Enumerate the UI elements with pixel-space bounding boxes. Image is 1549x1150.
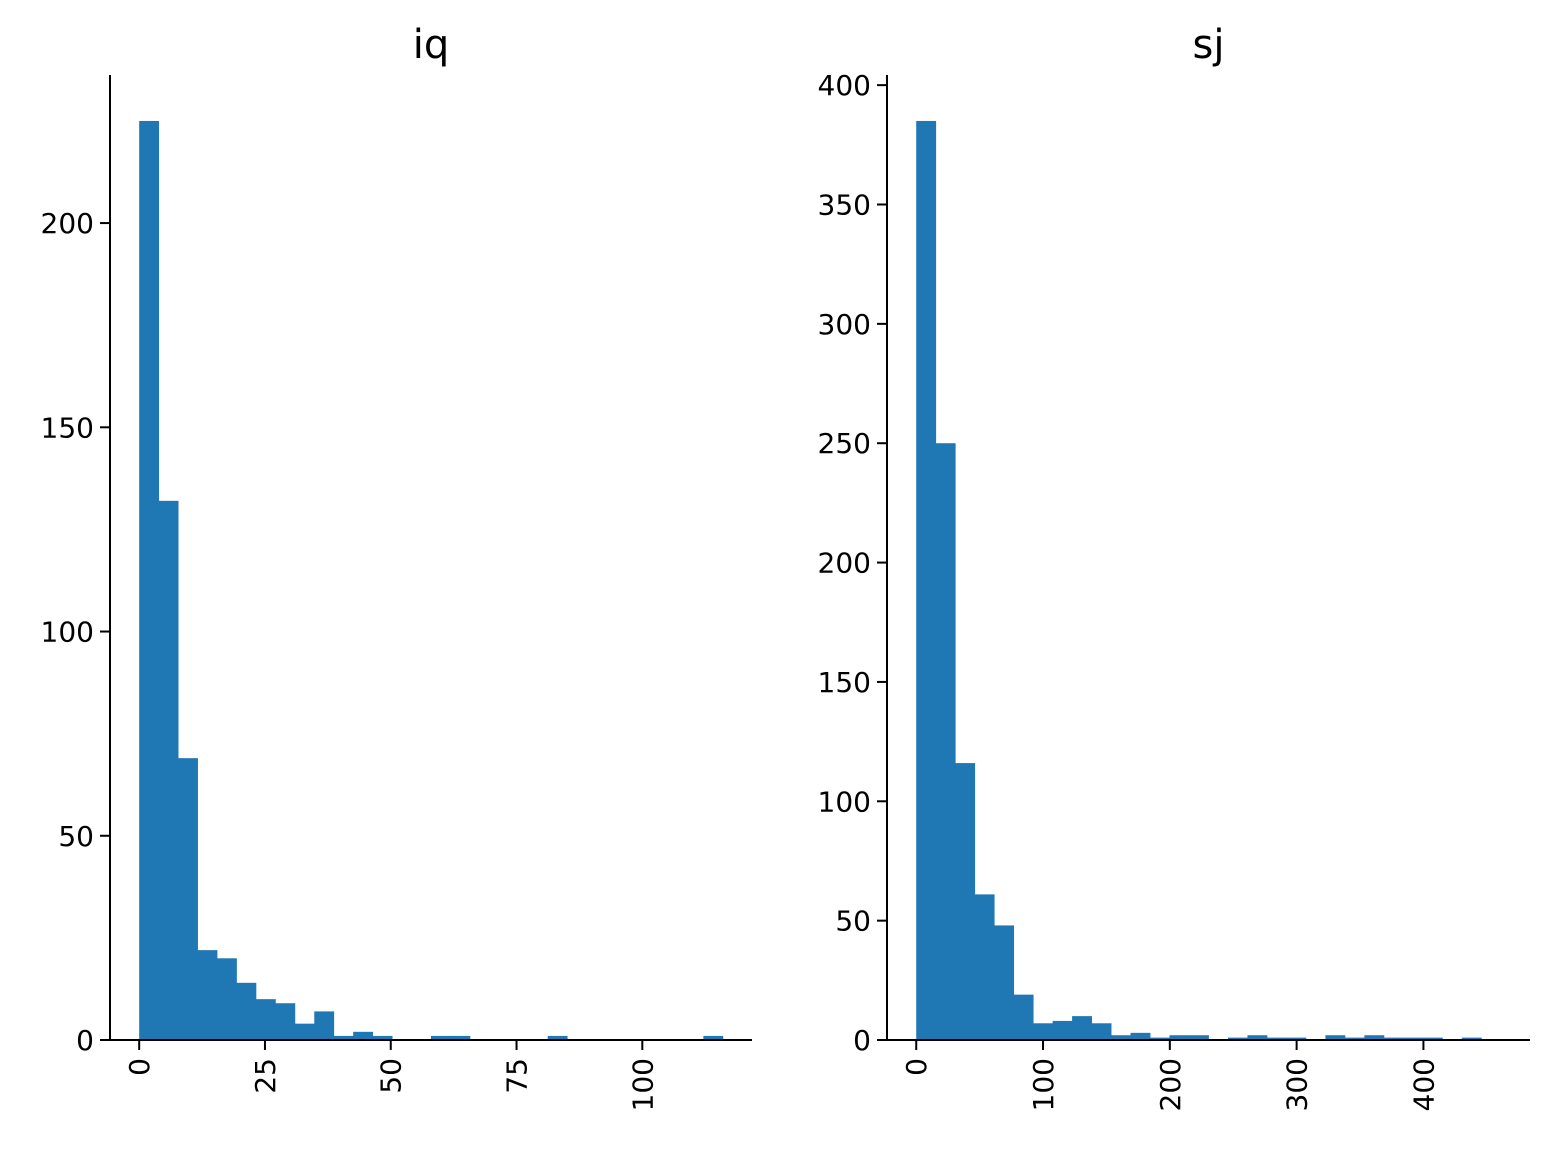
y-tick-label-iq-0: 0 [76,1024,94,1057]
x-tick-label-iq-4: 100 [626,1058,659,1111]
x-tick-label-iq-2: 50 [375,1058,408,1094]
histogram-bar-sj-17 [1247,1035,1268,1040]
histogram-bar-sj-4 [994,925,1015,1040]
histogram-bar-iq-8 [294,1023,315,1040]
panel-title-sj: sj [1193,22,1225,68]
y-tick-label-iq-2: 100 [41,616,94,649]
histogram-bar-iq-29 [703,1035,724,1040]
x-tick-label-sj-0: 0 [900,1058,933,1076]
histogram-bar-sj-11 [1130,1032,1151,1040]
histogram-bar-sj-1 [935,443,956,1040]
histogram-bar-sj-7 [1052,1020,1073,1040]
x-tick-label-sj-4: 400 [1407,1058,1440,1111]
histogram-bar-sj-13 [1169,1035,1190,1040]
y-tick-label-sj-2: 100 [818,785,871,818]
histogram-bar-sj-3 [974,894,995,1040]
x-tick-label-sj-2: 200 [1154,1058,1187,1111]
histogram-panel-sj: sj 0 50 100 150 200 250 300 350 400 0 100 200 300 400 [818,22,1530,1111]
histogram-bar-sj-10 [1111,1035,1131,1040]
histogram-panel-iq: iq 0 50 100 150 200 0 25 50 75 100 [41,22,752,1111]
y-tick-label-sj-1: 50 [835,905,871,938]
y-tick-label-iq-4: 200 [41,207,94,240]
x-tick-label-sj-1: 100 [1027,1058,1060,1111]
histogram-bar-sj-6 [1033,1023,1054,1040]
histogram-bar-iq-1 [158,500,179,1040]
x-tick-label-sj-3: 300 [1281,1058,1314,1111]
histogram-bar-sj-19 [1286,1037,1307,1040]
histogram-bar-sj-5 [1013,994,1034,1040]
histogram-bar-sj-16 [1227,1037,1248,1040]
histogram-bar-iq-10 [333,1035,354,1040]
histogram-bar-sj-18 [1266,1037,1287,1040]
y-tick-label-sj-3: 150 [818,666,871,699]
x-tick-label-iq-3: 75 [501,1058,534,1094]
histogram-bar-iq-9 [314,1011,335,1040]
histogram-bar-sj-8 [1072,1016,1092,1040]
histogram-bar-sj-23 [1364,1035,1385,1040]
y-tick-label-sj-8: 400 [818,69,871,102]
histogram-bar-sj-9 [1091,1023,1112,1040]
histogram-bar-sj-21 [1325,1035,1346,1040]
histogram-bar-sj-0 [916,120,937,1040]
y-tick-label-sj-7: 350 [818,189,871,222]
histogram-bar-sj-12 [1150,1037,1170,1040]
y-tick-label-sj-6: 300 [818,308,871,341]
histogram-bar-sj-2 [955,763,976,1040]
histogram-bar-iq-15 [431,1035,451,1040]
y-tick-label-sj-0: 0 [853,1024,871,1057]
x-tick-label-iq-0: 0 [123,1058,156,1076]
histogram-bar-iq-4 [217,958,237,1040]
histogram-bar-iq-2 [178,758,198,1040]
histogram-bar-iq-11 [353,1031,374,1040]
histogram-bar-iq-12 [372,1035,393,1040]
histogram-bar-sj-26 [1422,1037,1443,1040]
histogram-bar-sj-14 [1189,1035,1209,1040]
histogram-bar-iq-3 [197,950,218,1040]
histogram-bar-sj-28 [1461,1037,1482,1040]
histogram-bar-iq-7 [275,1003,296,1040]
panel-title-iq: iq [413,22,450,68]
y-tick-label-sj-4: 200 [818,547,871,580]
y-tick-label-sj-5: 250 [818,427,871,460]
histogram-bar-iq-6 [255,999,276,1040]
y-tick-label-iq-3: 150 [41,411,94,444]
histogram-bar-sj-25 [1403,1037,1424,1040]
histogram-bar-iq-5 [236,982,257,1040]
x-tick-label-iq-1: 25 [249,1058,282,1094]
histogram-bar-iq-16 [450,1035,471,1040]
histogram-bar-sj-22 [1344,1037,1365,1040]
histogram-bar-sj-24 [1383,1037,1404,1040]
y-tick-label-iq-1: 50 [58,820,94,853]
histogram-bar-iq-0 [139,120,160,1040]
histogram-bar-iq-21 [547,1035,568,1040]
